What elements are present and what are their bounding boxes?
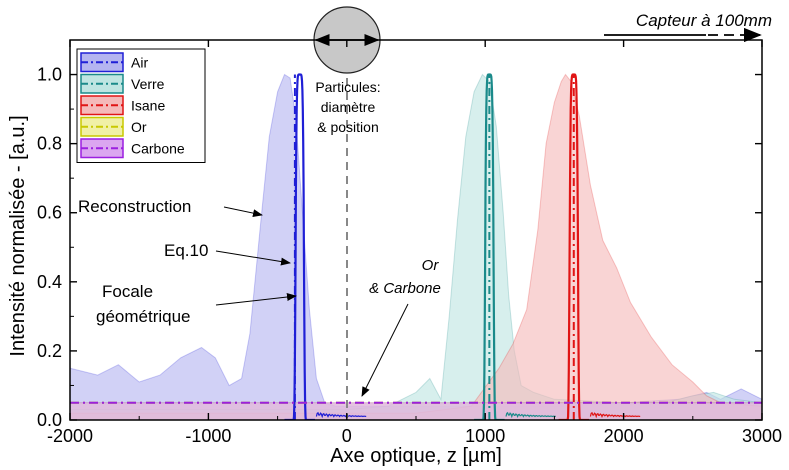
reconstruction-area-isane xyxy=(70,73,762,420)
legend-label: Verre xyxy=(131,76,165,92)
eq10-curve-verre xyxy=(474,73,505,420)
eq10-arrow xyxy=(215,250,291,266)
ripple-verre xyxy=(505,411,556,419)
legend-label: Isane xyxy=(131,98,165,114)
focale-annotation-line2: géométrique xyxy=(96,307,191,326)
ripple-isane xyxy=(589,411,641,419)
legend-label: Air xyxy=(131,55,148,71)
reconstruction-area-carbone xyxy=(70,402,762,420)
reconstruction-annotation: Reconstruction xyxy=(78,197,191,216)
x-tick-label: -1000 xyxy=(185,426,231,446)
x-tick-label: 2000 xyxy=(604,426,644,446)
y-tick-label: 0.8 xyxy=(37,134,62,154)
x-axis-title: Axe optique, z [µm] xyxy=(330,445,502,467)
y-tick-label: 1.0 xyxy=(37,65,62,85)
y-axis-title: Intensité normalisée - [a.u.] xyxy=(7,115,29,356)
x-tick-label: -2000 xyxy=(47,426,93,446)
axis-ticks: -2000 -1000 0 1000 2000 3000 0.0 0.2 0.4 0.6 0.8 1.… xyxy=(37,39,782,446)
or-carbone-annotation-line2: & Carbone xyxy=(369,280,441,297)
x-tick-label: 1000 xyxy=(465,426,505,446)
y-tick-label: 0.2 xyxy=(37,341,62,361)
reconstruction-arrow xyxy=(223,206,263,218)
or-carbone-arrow xyxy=(361,303,409,397)
reconstruction-fills xyxy=(70,73,762,420)
y-tick-label: 0.6 xyxy=(37,203,62,223)
eq10-curve-air xyxy=(284,73,315,420)
legend: Air Verre Isane Or Carbone xyxy=(76,48,206,163)
focale-annotation-line1: Focale xyxy=(102,282,153,301)
focale-arrow xyxy=(215,293,297,306)
series-lines xyxy=(70,73,762,420)
legend-label: Or xyxy=(131,119,147,135)
x-tick-label: 0 xyxy=(342,426,352,446)
capteur-label: Capteur à 100mm xyxy=(636,11,772,30)
or-carbone-annotation-line1: Or xyxy=(422,257,440,274)
eq10-curve-isane xyxy=(558,73,589,420)
y-tick-label: 0.4 xyxy=(37,272,62,292)
y-tick-label: 0.0 xyxy=(37,410,62,430)
particle-label-line2: diamètre xyxy=(321,99,376,115)
legend-label: Carbone xyxy=(131,141,185,157)
particle-label-line1: Particules: xyxy=(315,79,380,95)
x-tick-label: 3000 xyxy=(742,426,782,446)
ripple-air xyxy=(315,411,367,419)
eq10-annotation: Eq.10 xyxy=(164,241,208,260)
particle-label-line3: & position xyxy=(317,119,378,135)
